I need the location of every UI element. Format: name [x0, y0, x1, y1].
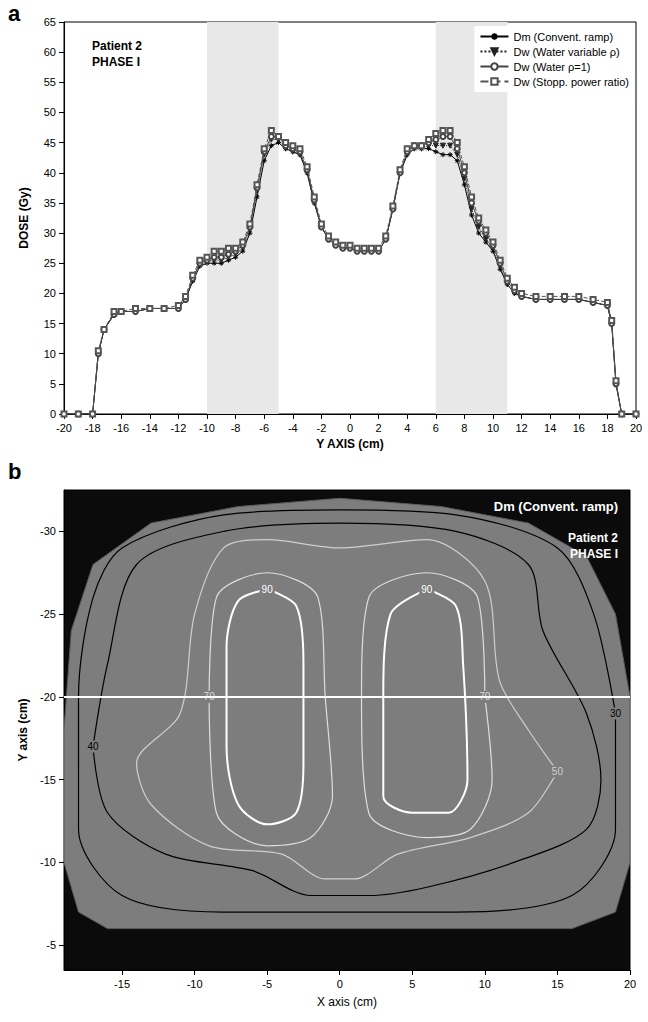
svg-text:0: 0: [347, 422, 353, 434]
svg-text:25: 25: [44, 257, 56, 269]
svg-text:-20: -20: [40, 691, 56, 703]
svg-text:-14: -14: [142, 422, 158, 434]
svg-text:45: 45: [44, 137, 56, 149]
svg-text:-15: -15: [114, 978, 130, 990]
svg-text:15: 15: [551, 978, 563, 990]
svg-text:Y axis (cm): Y axis (cm): [16, 698, 30, 761]
svg-text:DOSE (Gy): DOSE (Gy): [17, 187, 31, 248]
svg-text:10: 10: [479, 978, 491, 990]
svg-text:40: 40: [44, 167, 56, 179]
svg-text:Dm (Convent. ramp): Dm (Convent. ramp): [513, 31, 613, 43]
svg-text:70: 70: [479, 691, 491, 703]
svg-text:50: 50: [44, 106, 56, 118]
svg-text:30: 30: [44, 227, 56, 239]
svg-text:Patient 2: Patient 2: [92, 39, 142, 53]
svg-text:-2: -2: [317, 422, 327, 434]
svg-text:-10: -10: [187, 978, 203, 990]
svg-text:30: 30: [610, 708, 622, 719]
svg-text:10: 10: [487, 422, 499, 434]
svg-text:-18: -18: [85, 422, 101, 434]
svg-text:10: 10: [44, 348, 56, 360]
svg-text:65: 65: [44, 16, 56, 28]
svg-text:a: a: [8, 1, 21, 26]
svg-text:6: 6: [433, 422, 439, 434]
svg-text:-4: -4: [288, 422, 298, 434]
svg-text:20: 20: [44, 287, 56, 299]
svg-text:14: 14: [544, 422, 556, 434]
svg-text:20: 20: [630, 422, 642, 434]
svg-text:PHASE I: PHASE I: [92, 55, 140, 69]
svg-text:5: 5: [409, 978, 415, 990]
svg-text:40: 40: [87, 741, 99, 752]
svg-text:60: 60: [44, 46, 56, 58]
svg-text:70: 70: [203, 691, 215, 703]
svg-text:-5: -5: [262, 978, 272, 990]
svg-text:-16: -16: [113, 422, 129, 434]
svg-text:8: 8: [461, 422, 467, 434]
svg-text:12: 12: [515, 422, 527, 434]
svg-text:-6: -6: [259, 422, 269, 434]
svg-text:55: 55: [44, 76, 56, 88]
svg-text:Y AXIS (cm): Y AXIS (cm): [316, 437, 383, 451]
svg-text:20: 20: [624, 978, 636, 990]
svg-text:90: 90: [421, 584, 433, 595]
svg-text:Dw (Stopp. power ratio): Dw (Stopp. power ratio): [513, 76, 629, 88]
svg-text:-8: -8: [231, 422, 241, 434]
svg-text:4: 4: [404, 422, 410, 434]
svg-text:35: 35: [44, 197, 56, 209]
svg-text:PHASE I: PHASE I: [570, 547, 618, 561]
svg-text:-12: -12: [170, 422, 186, 434]
svg-text:X axis (cm): X axis (cm): [317, 995, 377, 1009]
svg-text:-5: -5: [46, 939, 56, 951]
svg-text:15: 15: [44, 318, 56, 330]
svg-text:90: 90: [262, 584, 274, 595]
svg-text:5: 5: [50, 378, 56, 390]
svg-text:-10: -10: [199, 422, 215, 434]
svg-text:0: 0: [337, 978, 343, 990]
svg-text:0: 0: [50, 408, 56, 420]
svg-text:2: 2: [376, 422, 382, 434]
svg-text:-15: -15: [40, 774, 56, 786]
svg-text:-25: -25: [40, 608, 56, 620]
svg-text:-10: -10: [40, 856, 56, 868]
svg-text:50: 50: [552, 766, 564, 777]
svg-text:Dm (Convent. ramp): Dm (Convent. ramp): [494, 499, 618, 514]
svg-text:Patient 2: Patient 2: [568, 531, 618, 545]
svg-text:16: 16: [573, 422, 585, 434]
svg-text:-30: -30: [40, 525, 56, 537]
svg-text:b: b: [8, 460, 21, 484]
svg-text:Dw (Water ρ=1): Dw (Water ρ=1): [513, 61, 590, 73]
svg-text:18: 18: [601, 422, 613, 434]
svg-text:-20: -20: [56, 422, 72, 434]
svg-text:Dw (Water variable ρ): Dw (Water variable ρ): [513, 46, 619, 58]
